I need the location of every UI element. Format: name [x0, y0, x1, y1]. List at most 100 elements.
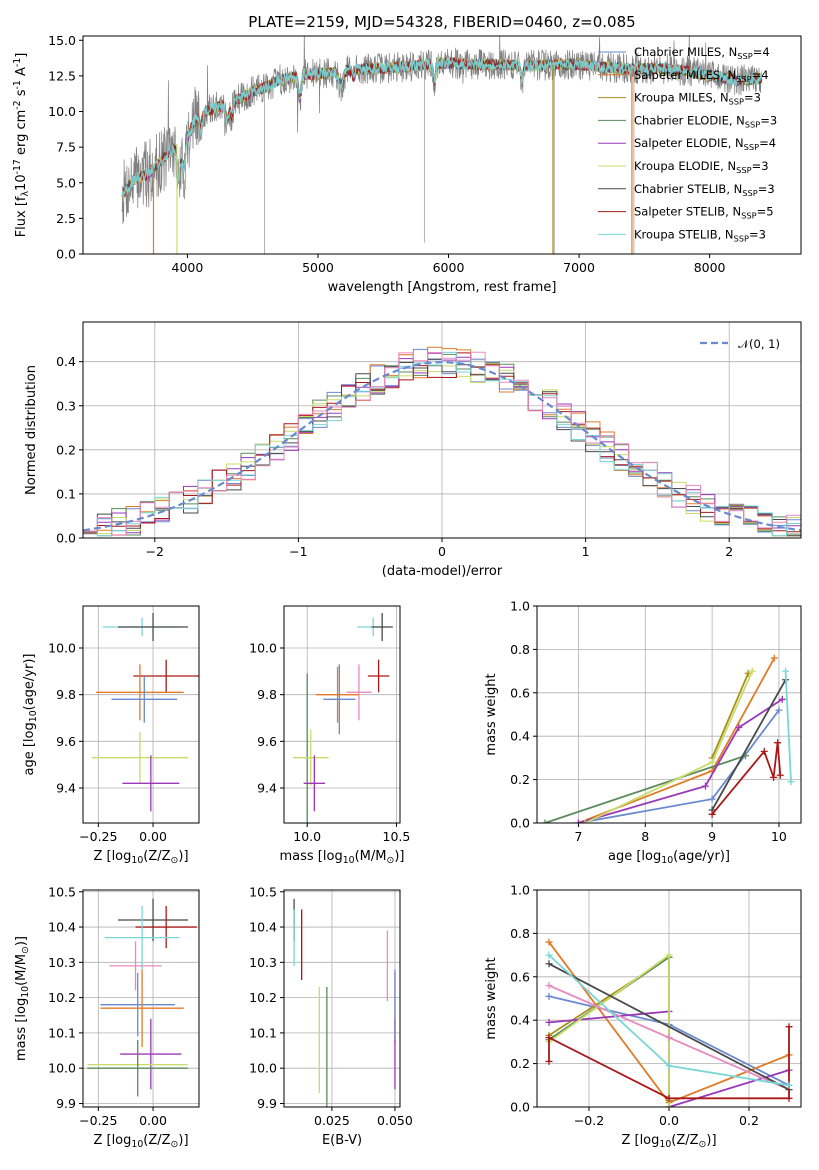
mass-weight-marker — [545, 992, 553, 1000]
x-tick-label: 10.0 — [293, 829, 321, 844]
mass-weight-marker — [545, 1018, 553, 1026]
mass-weight-vs-age-panel: 7 8 9 10 0.0 0.2 0.4 0.6 0.8 1.0 age [log10​(age/y… — [484, 599, 802, 866]
residuals-panel: −2 −1 0 1 2 0.0 0.1 0.2 0.3 0.4 (data-model)/error… — [24, 321, 802, 579]
y-tick-label: 10.1 — [249, 1025, 277, 1040]
y-tick-label: 10.1 — [48, 1025, 76, 1040]
superscript: -17 — [12, 159, 23, 174]
subscript: λ — [20, 190, 31, 196]
mass-weight-marker — [735, 724, 743, 732]
y-tick-label: 10.0 — [48, 104, 76, 119]
x-tick-label: 0.2 — [739, 1113, 759, 1128]
grid-lines — [83, 606, 199, 823]
chart-title: PLATE=2159, MJD=54328, FIBERID=0460, z=0… — [248, 13, 635, 31]
x-axis-label: (data-model)/error — [382, 564, 503, 579]
x-tick-label: 0.00 — [139, 1113, 167, 1128]
error-bar-point-4 — [109, 941, 162, 991]
text-run: Z [log — [93, 1133, 131, 1148]
text-run: ] — [14, 53, 29, 58]
text-run: Salpeter STELIB, N — [634, 205, 741, 219]
text-run: )] — [394, 849, 404, 864]
y-tick-label: 0.4 — [510, 729, 530, 744]
axes-frame — [283, 605, 401, 824]
grid-lines — [537, 605, 801, 824]
x-tick-label: 1 — [582, 544, 590, 559]
y-tick-label: 10.3 — [249, 955, 277, 970]
error-bar-point-5 — [111, 676, 178, 723]
subscript: 10 — [131, 855, 143, 866]
x-tick-label: 0.025 — [314, 1113, 350, 1128]
y-tick-label: 12.5 — [48, 68, 76, 83]
y-tick-label: 9.9 — [56, 1096, 76, 1111]
mass-weight-marker — [581, 819, 589, 823]
mass-weight-marker — [545, 938, 553, 946]
x-axis-label: Z [log10​(Z/Z⊙​)] — [93, 1133, 188, 1150]
text-run: age [log — [22, 722, 37, 775]
error-bar-point-3 — [104, 905, 180, 970]
plot-area — [541, 654, 795, 823]
x-tick-label: 6000 — [433, 260, 465, 275]
subscript: SSP — [745, 119, 760, 129]
axes-frame — [82, 605, 200, 824]
mass-weight-marker — [545, 960, 553, 968]
mass-weight-marker — [545, 1034, 553, 1042]
mass-weight-marker — [760, 747, 768, 755]
text-run: E(B-V) — [322, 1133, 362, 1148]
y-tick-label: 0.4 — [510, 1013, 530, 1028]
axes-frame — [82, 889, 200, 1108]
subscript: ⊙ — [699, 1139, 707, 1150]
mass-weight-marker — [748, 667, 756, 675]
text-run: =4 — [753, 45, 770, 59]
y-tick-label: 0.3 — [56, 398, 76, 413]
text-run: (M/M — [355, 849, 387, 864]
y-tick-label: 15.0 — [48, 33, 76, 48]
y-tick-label: 5.0 — [56, 175, 76, 190]
text-run: )] — [14, 936, 29, 946]
age-vs-mass-panel: 10.0 10.5 9.4 9.6 9.8 10.0 mass [log10​(M/M⊙​)… — [249, 605, 410, 866]
error-bar-point-7 — [122, 755, 180, 812]
legend-entry-5: Salpeter ELODIE, NSSP​=4 — [634, 136, 776, 152]
mass-weight-marker — [708, 795, 716, 803]
axes-frame — [536, 605, 802, 824]
mass-weight-marker — [782, 667, 790, 675]
text-run: (age/yr)] — [673, 849, 730, 864]
text-run: Normed distribution — [24, 365, 39, 495]
error-bar-point-2 — [118, 613, 189, 641]
mass-weight-marker — [785, 1023, 793, 1031]
y-tick-label: 9.6 — [56, 734, 76, 749]
y-tick-label: 0.4 — [56, 354, 76, 369]
x-tick-label: 2 — [725, 544, 733, 559]
plot-area — [121, 36, 763, 254]
x-tick-label: −0.2 — [574, 1113, 604, 1128]
subscript: SSP — [736, 165, 751, 175]
x-tick-label: 10 — [771, 829, 787, 844]
subscript: 10 — [661, 855, 673, 866]
subscript: SSP — [741, 211, 756, 221]
x-tick-label: 9 — [708, 829, 716, 844]
text-run: (Z/Z — [143, 1133, 170, 1148]
mass-weight-marker — [574, 819, 582, 823]
x-tick-label: −0.25 — [79, 1113, 117, 1128]
mass-weight-line-7 — [711, 679, 787, 811]
mass-weight-line-5 — [578, 698, 783, 823]
x-axis-label: age [log10​(age/yr)] — [608, 849, 730, 866]
y-tick-label: 0.2 — [56, 442, 76, 457]
x-axis-label: mass [log10​(M/M⊙​)] — [280, 849, 405, 866]
y-tick-label: 0.8 — [510, 642, 530, 657]
y-tick-label: 10.5 — [249, 884, 277, 899]
subscript: SSP — [736, 74, 751, 84]
superscript: -1 — [12, 58, 23, 67]
y-tick-label: 10.0 — [249, 1061, 277, 1076]
legend-entry-normal: 𝒩(0, 1) — [738, 337, 780, 351]
y-tick-label: 0.1 — [56, 486, 76, 501]
x-tick-label: −0.25 — [79, 829, 117, 844]
x-tick-label: 0.0 — [659, 1113, 679, 1128]
text-run: Kroupa MILES, N — [634, 91, 729, 105]
text-run: Z [log — [93, 849, 131, 864]
subscript: 10 — [659, 1139, 671, 1150]
text-run: (M/M — [14, 954, 29, 986]
x-axis-label: wavelength [Angstrom, rest frame] — [328, 280, 557, 295]
mass-weight-marker — [708, 810, 716, 818]
plot-area — [83, 346, 801, 537]
text-run: 10 — [14, 174, 29, 191]
text-run: =4 — [759, 136, 776, 150]
